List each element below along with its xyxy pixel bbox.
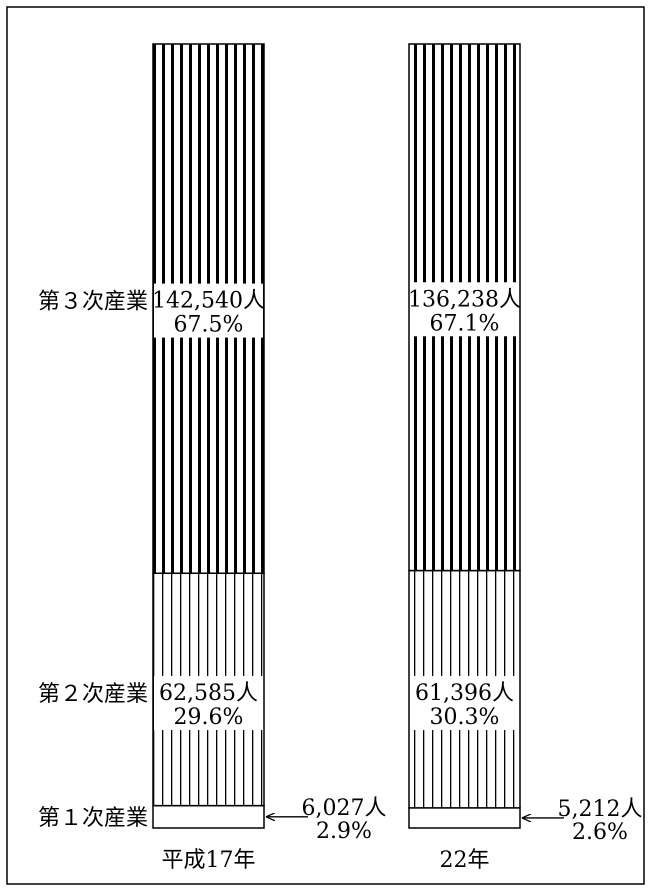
value-label-2-2: 61,396人 — [415, 681, 514, 706]
chart-marks — [152, 43, 564, 829]
percent-label-2-2: 30.3% — [430, 705, 500, 730]
percent-label-3-1: 67.5% — [174, 313, 244, 338]
series-name-label-1: 第１次産業 — [38, 806, 148, 831]
label-background-2-2 — [410, 676, 519, 731]
bar-segment-1-2 — [408, 807, 521, 829]
label-background-3-1 — [154, 283, 263, 338]
series-name-label-3: 第３次産業 — [38, 290, 148, 315]
label-background-3-2 — [410, 282, 519, 337]
value-label-3-2: 136,238人 — [408, 287, 521, 312]
percent-label-3-2: 67.1% — [430, 311, 500, 336]
value-label-2-1: 62,585人 — [159, 681, 258, 706]
label-background-2-1 — [154, 676, 263, 731]
percent-label-1-1: 2.9% — [316, 819, 372, 844]
value-label-3-1: 142,540人 — [152, 289, 265, 314]
bar-segment-1-1 — [152, 804, 265, 829]
value-label-1-1: 6,027人 — [302, 796, 387, 821]
percent-label-2-1: 29.6% — [174, 705, 244, 730]
frame-border — [6, 6, 645, 885]
percent-label-1-2: 2.6% — [572, 820, 628, 845]
value-label-1-2: 5,212人 — [558, 797, 643, 822]
x-tick-label-2: 22年 — [440, 848, 490, 873]
series-name-label-2: 第２次産業 — [38, 682, 148, 707]
x-tick-label-1: 平成17年 — [162, 848, 256, 873]
